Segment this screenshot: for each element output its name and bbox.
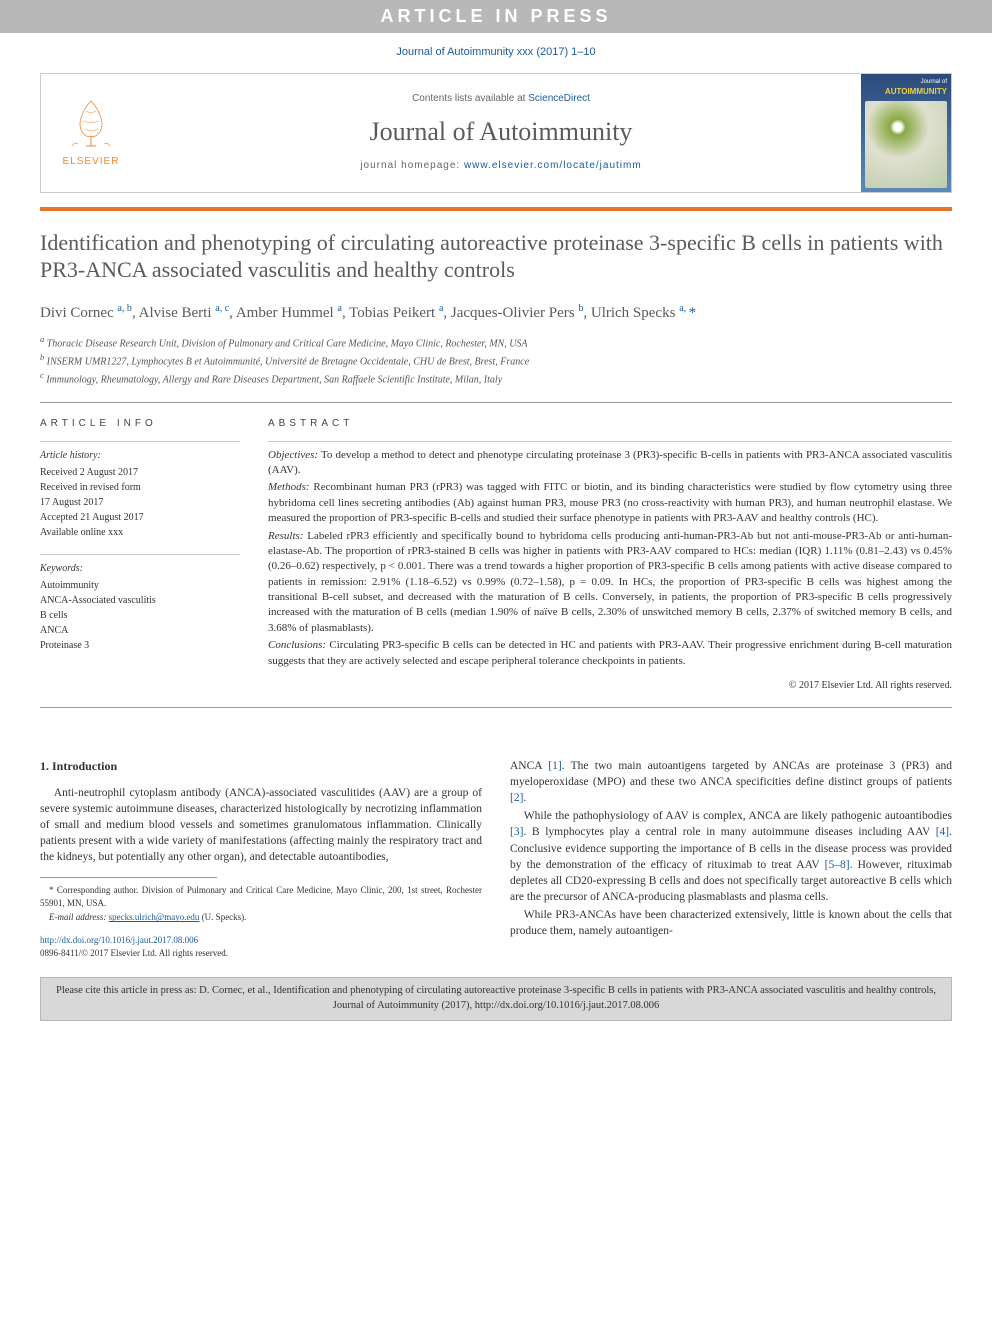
intro-paragraph-3: While the pathophysiology of AAV is comp… [510,808,952,905]
issn-copyright: 0896-8411/© 2017 Elsevier Ltd. All right… [40,948,228,958]
abstract-objectives: Objectives: To develop a method to detec… [268,448,952,479]
footnote-separator [40,877,217,878]
journal-cover-thumbnail: Journal of AUTOIMMUNITY [861,74,951,192]
journal-header-box: ELSEVIER Contents lists available at Sci… [40,73,952,193]
abstract-results: Results: Labeled rPR3 efficiently and sp… [268,529,952,637]
elsevier-label: ELSEVIER [63,155,120,169]
article-title: Identification and phenotyping of circul… [40,229,952,284]
article-in-press-banner: ARTICLE IN PRESS [0,0,992,33]
history-line: Received in revised form [40,480,240,495]
elsevier-logo: ELSEVIER [41,74,141,192]
corresponding-footnote: * Corresponding author. Division of Pulm… [40,884,482,924]
separator-line [40,402,952,403]
abstract-conclusions: Conclusions: Circulating PR3-specific B … [268,638,952,669]
orange-divider [40,207,952,211]
journal-title: Journal of Autoimmunity [370,114,633,150]
keyword: B cells [40,608,240,623]
abstract-column: ABSTRACT Objectives: To develop a method… [268,417,952,693]
homepage-prefix: journal homepage: [360,160,464,171]
body-columns: 1. Introduction Anti-neutrophil cytoplas… [40,758,952,959]
sd-prefix: Contents lists available at [412,93,528,104]
affiliation-line: a Thoracic Disease Research Unit, Divisi… [40,334,952,351]
thin-line [40,441,240,442]
affiliations: a Thoracic Disease Research Unit, Divisi… [40,334,952,388]
doi-link[interactable]: http://dx.doi.org/10.1016/j.jaut.2017.08… [40,935,198,945]
abstract-methods: Methods: Recombinant human PR3 (rPR3) wa… [268,480,952,526]
authors-list: Divi Cornec a, b, Alvise Berti a, c, Amb… [40,302,952,324]
intro-paragraph-4: While PR3-ANCAs have been characterized … [510,907,952,939]
homepage-line: journal homepage: www.elsevier.com/locat… [360,159,641,173]
history-line: Accepted 21 August 2017 [40,510,240,525]
affiliation-line: b INSERM UMR1227, Lymphocytes B et Autoi… [40,352,952,369]
keyword: ANCA-Associated vasculitis [40,593,240,608]
keywords-label: Keywords: [40,561,240,576]
sciencedirect-link[interactable]: ScienceDirect [528,93,590,104]
doi-block: http://dx.doi.org/10.1016/j.jaut.2017.08… [40,934,482,959]
affiliation-line: c Immunology, Rheumatology, Allergy and … [40,370,952,387]
citation-box: Please cite this article in press as: D.… [40,977,952,1020]
intro-paragraph-1: Anti-neutrophil cytoplasm antibody (ANCA… [40,785,482,865]
header-center: Contents lists available at ScienceDirec… [141,74,861,192]
keywords-list: AutoimmunityANCA-Associated vasculitisB … [40,578,240,653]
right-column: ANCA [1]. The two main autoantigens targ… [510,758,952,959]
article-info-column: ARTICLE INFO Article history: Received 2… [40,417,240,693]
intro-paragraph-2: ANCA [1]. The two main autoantigens targ… [510,758,952,806]
elsevier-tree-icon [66,96,116,151]
email-link[interactable]: specks.ulrich@mayo.edu [109,912,200,922]
thin-line [268,441,952,442]
copyright: © 2017 Elsevier Ltd. All rights reserved… [268,679,952,693]
cover-small-label: Journal of [865,78,947,86]
history-list: Received 2 August 2017Received in revise… [40,465,240,540]
history-line: 17 August 2017 [40,495,240,510]
journal-reference: Journal of Autoimmunity xxx (2017) 1–10 [0,45,992,60]
thin-line [40,554,240,555]
keyword: Proteinase 3 [40,638,240,653]
keyword: Autoimmunity [40,578,240,593]
homepage-link[interactable]: www.elsevier.com/locate/jautimm [464,160,642,171]
intro-heading: 1. Introduction [40,758,482,775]
history-label: Article history: [40,448,240,463]
history-line: Available online xxx [40,525,240,540]
abstract-heading: ABSTRACT [268,417,952,431]
keyword: ANCA [40,623,240,638]
article-info-heading: ARTICLE INFO [40,417,240,431]
cover-title: AUTOIMMUNITY [865,86,947,97]
separator-line [40,707,952,708]
history-line: Received 2 August 2017 [40,465,240,480]
sciencedirect-line: Contents lists available at ScienceDirec… [412,92,590,106]
left-column: 1. Introduction Anti-neutrophil cytoplas… [40,758,482,959]
cover-image [865,101,947,187]
